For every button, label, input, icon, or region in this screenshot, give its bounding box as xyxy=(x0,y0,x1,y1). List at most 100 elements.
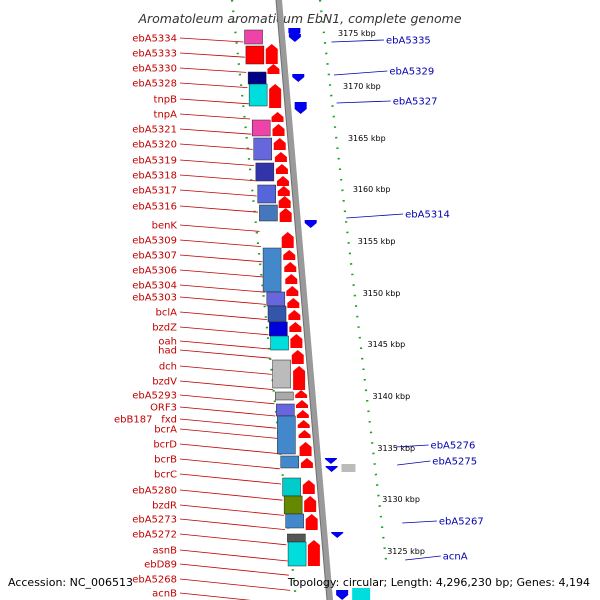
label-connector xyxy=(179,489,283,501)
gene-block xyxy=(272,359,291,389)
gene-label-right[interactable]: ebA5314 xyxy=(405,210,450,221)
gene-label-left[interactable]: ebA5318 xyxy=(132,171,177,182)
gene-label-left[interactable]: bzdR xyxy=(152,501,177,512)
gene-label-right[interactable]: ebA5267 xyxy=(439,517,484,528)
reverse-gene-arrow xyxy=(331,532,344,538)
gene-block xyxy=(251,119,271,137)
forward-gene-arrow xyxy=(267,64,280,74)
forward-gene-arrow xyxy=(302,480,315,494)
label-connector xyxy=(179,128,252,135)
reverse-gene-arrow xyxy=(324,458,337,464)
gene-block xyxy=(285,513,304,529)
tick-label: 3145 kbp xyxy=(368,340,406,349)
gene-label-left[interactable]: ebA5303 xyxy=(132,293,177,304)
gene-label-left[interactable]: ebD89 xyxy=(144,560,177,571)
reverse-gene-arrow xyxy=(294,102,307,114)
gene-block xyxy=(255,162,275,182)
gene-label-left[interactable]: ebA5320 xyxy=(132,140,177,151)
gene-label-left[interactable]: ebA5334 xyxy=(132,34,177,45)
gene-label-left[interactable]: ebA5333 xyxy=(132,49,177,60)
label-connector xyxy=(397,460,431,466)
gene-label-left[interactable]: bcrB xyxy=(154,455,177,466)
label-connector xyxy=(179,98,249,105)
label-connector xyxy=(179,406,276,417)
gene-label-left[interactable]: ebA5273 xyxy=(132,515,177,526)
label-connector xyxy=(179,504,284,516)
tick-label: 3170 kbp xyxy=(343,82,381,91)
label-connector xyxy=(179,349,271,359)
gene-label-left[interactable]: had xyxy=(158,346,177,357)
gene-label-left[interactable]: ebA5317 xyxy=(132,186,177,197)
label-connector xyxy=(179,224,260,232)
tick-label: 3165 kbp xyxy=(348,134,386,143)
forward-gene-arrow xyxy=(307,540,320,566)
gene-label-right[interactable]: ebA5275 xyxy=(432,457,477,468)
gene-block xyxy=(352,588,371,600)
label-connector xyxy=(179,67,247,73)
gene-label-left[interactable]: acnB xyxy=(152,589,177,600)
gene-label-right[interactable]: ebA5335 xyxy=(386,36,431,47)
gene-label-left[interactable]: bzdV xyxy=(152,377,177,388)
forward-gene-arrow xyxy=(293,366,306,390)
gene-label-left[interactable]: ebA5293 xyxy=(132,391,177,402)
gene-label-left[interactable]: ebA5328 xyxy=(132,79,177,90)
gene-label-left[interactable]: ebA5307 xyxy=(132,251,177,262)
label-connector xyxy=(179,143,253,150)
forward-gene-arrow xyxy=(291,350,304,364)
forward-gene-arrow xyxy=(295,390,308,398)
label-connector xyxy=(179,394,275,405)
gene-label-left[interactable]: ebA5319 xyxy=(132,156,177,167)
gene-block xyxy=(269,321,288,337)
gene-label-left[interactable]: bzdZ xyxy=(152,323,177,334)
gene-label-left[interactable]: ebA5268 xyxy=(132,575,177,586)
label-connector xyxy=(334,70,388,76)
forward-gene-arrow xyxy=(269,84,282,108)
gene-block xyxy=(275,391,294,401)
gene-block xyxy=(341,464,356,472)
gene-block xyxy=(245,45,265,65)
gene-label-right[interactable]: acnA xyxy=(443,552,468,563)
label-connector xyxy=(346,213,404,219)
forward-gene-arrow xyxy=(279,208,292,222)
gene-blocks xyxy=(244,28,371,600)
gene-label-left[interactable]: bclA xyxy=(156,308,178,319)
label-connector xyxy=(179,473,282,485)
gene-label-left[interactable]: ebA5306 xyxy=(132,266,177,277)
gene-block xyxy=(280,455,300,469)
gene-label-left[interactable]: benK xyxy=(152,221,178,232)
gene-label-right[interactable]: ebA5329 xyxy=(389,67,434,78)
gene-label-left[interactable]: ebA5309 xyxy=(132,236,177,247)
label-connectors xyxy=(179,37,441,600)
gene-label-left[interactable]: tnpA xyxy=(154,110,178,121)
label-connector xyxy=(179,189,257,197)
gene-label-left[interactable]: ebA5280 xyxy=(132,486,177,497)
gene-block xyxy=(277,415,296,455)
gene-labels: 3175 kbp 3170 kbp 3165 kbp 3160 kbp 3155 kbp… xyxy=(114,29,484,600)
gene-label-left[interactable]: ebA5321 xyxy=(132,125,177,136)
reverse-gene-arrow xyxy=(288,34,301,42)
gene-label-left[interactable]: bcrD xyxy=(153,440,177,451)
gene-block xyxy=(276,403,295,417)
gene-label-left[interactable]: ebB187 xyxy=(114,415,152,426)
gene-label-left[interactable]: asnB xyxy=(152,546,177,557)
gene-label-right[interactable]: ebA5327 xyxy=(393,97,438,108)
forward-gene-arrow xyxy=(274,152,287,162)
tick-label: 3150 kbp xyxy=(363,289,401,298)
gene-label-left[interactable]: tnpB xyxy=(154,95,178,106)
gene-label-left[interactable]: ebA5330 xyxy=(132,64,177,75)
gene-label-left[interactable]: ebA5316 xyxy=(132,202,177,213)
gene-label-left[interactable]: dch xyxy=(159,362,177,373)
gene-label-right[interactable]: ebA5276 xyxy=(431,441,476,452)
label-connector xyxy=(179,52,245,58)
gene-label-left[interactable]: bcrC xyxy=(154,470,177,481)
gene-label-left[interactable]: ebA5272 xyxy=(132,530,177,541)
label-connector xyxy=(179,443,279,454)
gene-label-left[interactable]: bcrA xyxy=(154,425,177,436)
gene-label-left[interactable]: fxd xyxy=(161,415,177,426)
gene-label-left[interactable]: ORF3 xyxy=(150,403,177,414)
gene-label-left[interactable]: oah xyxy=(158,337,177,348)
label-connector xyxy=(179,174,256,182)
label-connector xyxy=(179,239,261,247)
gene-label-left[interactable]: ebA5304 xyxy=(132,281,177,292)
label-connector xyxy=(179,296,266,305)
